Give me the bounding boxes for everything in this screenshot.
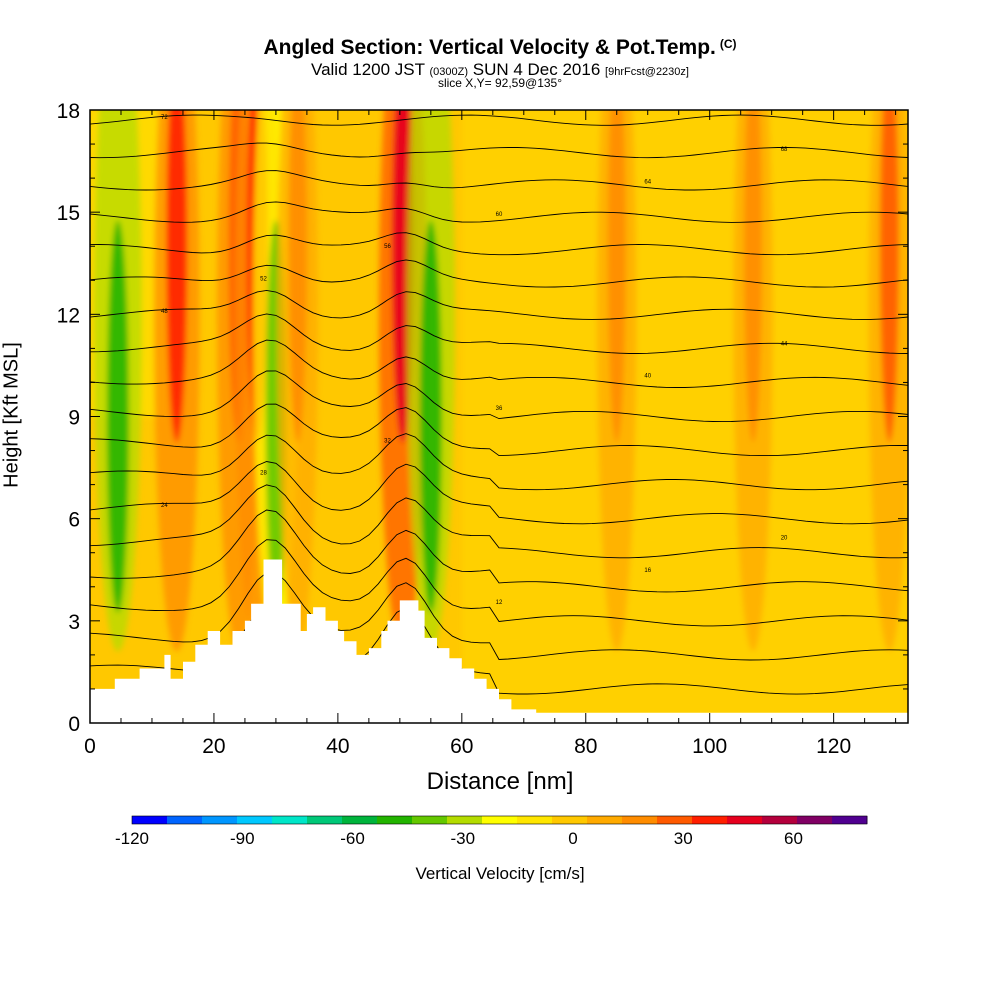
isentrope	[90, 142, 908, 159]
colorbar: -120 -90 -60 -30 0 30 60	[115, 815, 868, 848]
y-axis-label: Height [Kft MSL]	[0, 342, 23, 488]
colorbar-tick-label: 60	[784, 829, 803, 848]
colorbar-swatch	[622, 816, 658, 824]
x-tick-label: 40	[326, 735, 349, 758]
vv-core	[879, 110, 899, 443]
colorbar-swatch	[657, 816, 693, 824]
isentrope	[90, 572, 908, 661]
y-tick-label: 18	[57, 100, 80, 123]
vv-core	[420, 220, 442, 613]
isentrope-label: 52	[260, 277, 267, 283]
colorbar-swatch	[307, 816, 343, 824]
isentrope	[90, 114, 908, 126]
isentrope	[90, 339, 908, 388]
y-axis-label-wrap: Height [Kft MSL]	[1, 342, 23, 488]
x-tick-label: 20	[202, 735, 225, 758]
vv-core	[107, 220, 129, 613]
isentrope-label: 48	[161, 309, 168, 315]
colorbar-swatch	[377, 816, 413, 824]
x-tick-label: 120	[816, 735, 851, 758]
isentrope	[90, 484, 908, 559]
colorbar-swatch	[727, 816, 763, 824]
field-band	[461, 110, 908, 723]
colorbar-swatch	[342, 816, 378, 824]
colorbar-swatch	[447, 816, 483, 824]
colorbar-swatch	[762, 816, 798, 824]
isentrope	[90, 259, 908, 288]
x-tick-label: 80	[574, 735, 597, 758]
colorbar-tick-label: 0	[568, 829, 577, 848]
colorbar-tick-label: -60	[340, 829, 365, 848]
isentrope-label: 16	[644, 568, 651, 574]
colorbar-tick-label: 30	[674, 829, 693, 848]
y-tick-label: 0	[68, 713, 80, 736]
colorbar-swatch	[202, 816, 238, 824]
isentrope-label: 12	[496, 600, 503, 606]
vertical-velocity-field	[90, 110, 908, 723]
chart-title: Angled Section: Vertical Velocity & Pot.…	[263, 36, 737, 59]
isentrope	[90, 370, 908, 423]
y-tick-label: 3	[68, 611, 80, 634]
vv-core	[744, 110, 762, 443]
isentrope-label: 36	[496, 406, 503, 412]
colorbar-swatch	[517, 816, 553, 824]
colorbar-swatch	[237, 816, 273, 824]
isentrope-label: 24	[161, 503, 168, 509]
y-tick-label: 12	[57, 304, 80, 327]
isentrope	[90, 289, 908, 320]
slice-info: slice X,Y= 92,59@135°	[437, 76, 563, 90]
y-tick-label: 6	[68, 509, 80, 532]
colorbar-swatch	[132, 816, 168, 824]
terrain	[90, 559, 908, 723]
colorbar-swatch	[482, 816, 518, 824]
vv-core	[288, 110, 307, 443]
isentrope-label: 56	[384, 244, 391, 250]
isentrope-label: 44	[781, 341, 788, 347]
x-tick-label: 60	[450, 735, 473, 758]
isentrope-label: 64	[644, 180, 651, 186]
vv-core	[166, 110, 188, 443]
colorbar-swatch	[587, 816, 623, 824]
x-tick-label: 0	[84, 735, 96, 758]
isentrope	[90, 201, 908, 223]
colorbar-tick-label: -120	[115, 829, 149, 848]
colorbar-swatch	[412, 816, 448, 824]
colorbar-tick-label: -30	[450, 829, 475, 848]
colorbar-swatch	[167, 816, 203, 824]
isentrope	[90, 509, 908, 593]
isentrope-label: 68	[781, 147, 788, 153]
colorbar-tick-label: -90	[230, 829, 255, 848]
isentrope	[90, 433, 908, 491]
colorbar-label: Vertical Velocity [cm/s]	[415, 864, 585, 883]
colorbar-swatch	[272, 816, 308, 824]
isentrope	[90, 539, 908, 627]
x-tick-label: 100	[692, 735, 727, 758]
colorbar-frame	[131, 815, 868, 825]
colorbar-swatch	[832, 816, 868, 824]
isentrope	[90, 461, 908, 525]
colorbar-swatch	[692, 816, 728, 824]
isentrope-label: 20	[781, 535, 788, 541]
isentrope	[90, 403, 908, 457]
colorbar-swatch	[797, 816, 833, 824]
isentrope-label: 32	[384, 438, 391, 444]
isentrope-label: 60	[496, 212, 503, 218]
y-tick-label: 9	[68, 407, 80, 430]
y-tick-label: 15	[57, 202, 80, 225]
colorbar-swatch	[552, 816, 588, 824]
isentrope	[90, 170, 908, 191]
isentrope-label: 40	[644, 374, 651, 380]
isentrope-label: 28	[260, 471, 267, 477]
isentrope	[90, 313, 908, 354]
isentrope	[90, 232, 908, 256]
x-axis-label: Distance [nm]	[426, 768, 574, 795]
x-axis: 0 20 40 60 80 100 120	[84, 110, 897, 758]
isentrope-label: 72	[161, 115, 168, 121]
vv-core	[607, 110, 626, 443]
chart-subtitle: Valid 1200 JST (0300Z) SUN 4 Dec 2016 [9…	[311, 60, 689, 79]
